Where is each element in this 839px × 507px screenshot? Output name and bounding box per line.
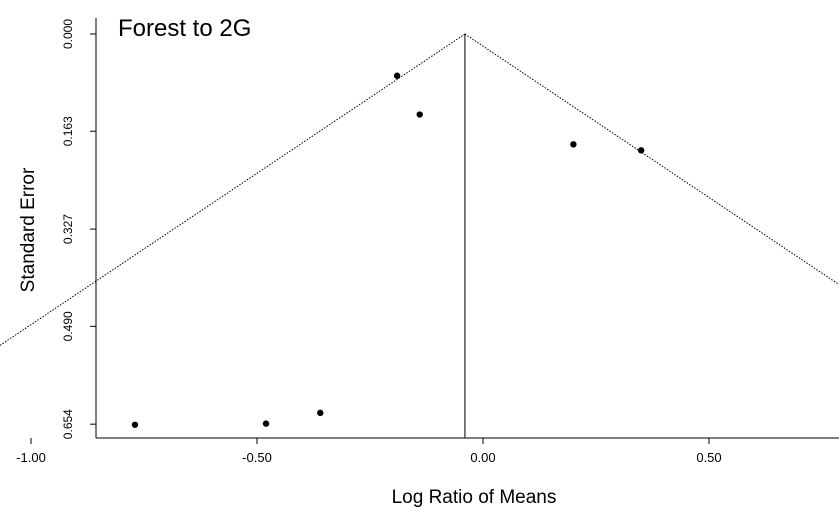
study-point [262,420,270,427]
study-point [416,111,423,118]
chart-title: Forest to 2G [118,15,251,42]
x-tick-label: -1.00 [16,450,46,465]
study-point [131,421,139,428]
x-axis-label: Log Ratio of Means [392,487,557,507]
funnel-right-line [464,33,839,286]
plot-area [0,33,839,438]
y-tick-label: 0.163 [61,116,75,146]
axes: -1.50-1.00-0.500.000.501.001.500.0000.16… [16,18,839,465]
x-tick-label: 0.50 [696,450,721,465]
y-axis-label: Standard Error [18,167,39,292]
y-tick-label: 0.327 [61,214,75,244]
y-tick-label: 0.490 [61,311,75,341]
y-tick-label: 0.000 [61,19,75,49]
x-tick-label: -0.50 [242,450,272,465]
y-tick-label: 0.654 [61,409,75,439]
study-point [393,72,401,79]
study-point [570,141,577,148]
funnel-left-line [0,33,466,347]
study-point [317,409,324,417]
study-point [638,147,645,154]
x-tick-label: 0.00 [470,450,495,465]
